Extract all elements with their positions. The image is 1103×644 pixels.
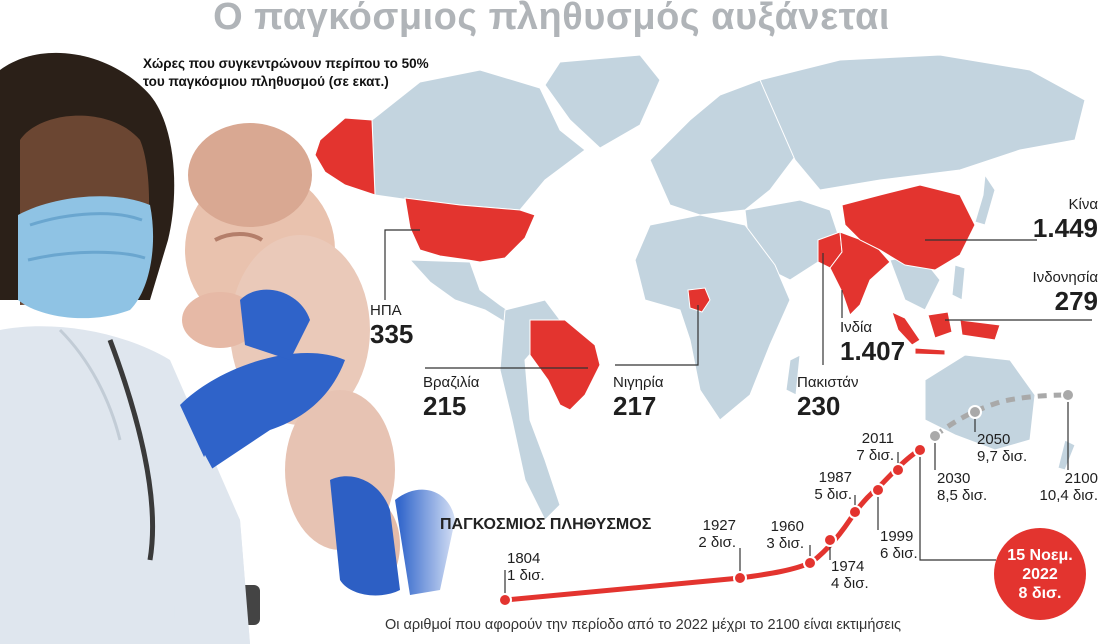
point-1999 — [871, 483, 885, 497]
point-1927 — [733, 571, 747, 585]
point-2022 — [913, 443, 927, 457]
africa-shape — [634, 214, 791, 421]
label-pakistan: Πακιστάν 230 — [797, 375, 858, 419]
country-value: 230 — [797, 391, 841, 421]
callout-nigeria — [615, 305, 699, 366]
milestone-pop: 1 δισ. — [507, 567, 545, 584]
point-1804 — [498, 593, 512, 607]
label-brazil: Βραζιλία 215 — [423, 375, 479, 419]
china-shape — [841, 184, 976, 271]
page-title: Ο παγκόσμιος πληθυσμός αυξάνεται — [213, 0, 890, 38]
milestone-1987: 1987 5 δισ. — [798, 469, 852, 503]
label-usa: ΗΠΑ 335 — [370, 303, 413, 347]
milestone-year: 2100 — [1064, 470, 1098, 487]
new-zealand-shape — [1057, 439, 1076, 471]
milestone-pop: 10,4 δισ. — [1039, 487, 1098, 504]
country-value: 215 — [423, 391, 467, 421]
usa-shape — [404, 197, 536, 263]
milestone-year: 1999 — [880, 528, 914, 545]
nigeria-shape — [687, 287, 711, 313]
indonesia-borneo-shape — [927, 311, 953, 339]
callout-usa — [384, 229, 420, 300]
indonesia-java-shape — [914, 347, 946, 356]
country-value: 217 — [613, 391, 657, 421]
label-china: Κίνα 1.449 — [980, 197, 1098, 241]
milestone-year: 2011 — [861, 430, 894, 447]
milestone-pop: 4 δισ. — [831, 575, 869, 592]
country-value: 279 — [1054, 286, 1098, 316]
country-value: 1.407 — [840, 336, 906, 366]
country-name: Ινδονησία — [1032, 269, 1098, 286]
point-2030 — [928, 429, 942, 443]
footnote: Οι αριθμοί που αφορούν την περίοδο από τ… — [385, 617, 902, 633]
point-1987 — [848, 505, 862, 519]
south-america-shape — [499, 299, 561, 521]
label-nigeria: Νιγηρία 217 — [613, 375, 664, 419]
canada-shape — [371, 69, 586, 211]
label-indonesia: Ινδονησία 279 — [980, 270, 1098, 314]
greenland-shape — [544, 54, 661, 149]
milestone-year: 2030 — [937, 470, 971, 487]
india-shape — [829, 231, 891, 316]
country-name: Πακιστάν — [797, 374, 859, 391]
photo-nurse-newborn — [0, 0, 470, 644]
map-subtitle: Χώρες που συγκεντρώνουν περίπου το 50% τ… — [143, 56, 429, 89]
today-date: 15 Νοεμ. — [1007, 546, 1073, 564]
point-1960 — [803, 556, 817, 570]
country-name: ΗΠΑ — [370, 302, 402, 319]
madagascar-shape — [785, 354, 801, 396]
milestone-pop: 7 δισ. — [856, 447, 894, 464]
today-year: 2022 — [1022, 565, 1058, 583]
today-pop: 8 δισ. — [1018, 584, 1062, 602]
milestone-1927: 1927 2 δισ. — [680, 517, 736, 551]
country-name: Κίνα — [1068, 196, 1098, 213]
indonesia-east-shape — [959, 319, 1001, 341]
country-name: Βραζιλία — [423, 374, 480, 391]
milestone-1960: 1960 3 δισ. — [752, 518, 804, 552]
point-2050 — [968, 405, 982, 419]
point-2011 — [891, 463, 905, 477]
point-1974 — [823, 533, 837, 547]
milestone-year: 1804 — [507, 550, 541, 567]
country-name: Νιγηρία — [613, 374, 664, 391]
milestone-2030: 2030 8,5 δισ. — [937, 470, 987, 504]
timeline-title: ΠΑΓΚΟΣΜΙΟΣ ΠΛΗΘΥΣΜΟΣ — [440, 516, 652, 533]
milestone-1804: 1804 1 δισ. — [507, 550, 545, 584]
milestone-year: 1927 — [702, 517, 736, 534]
milestone-year: 2050 — [977, 431, 1011, 448]
milestone-year: 1974 — [831, 558, 865, 575]
milestone-1999: 1999 6 δισ. — [880, 528, 918, 562]
country-value: 335 — [370, 319, 414, 349]
milestone-year: 1987 — [818, 469, 852, 486]
indonesia-sumatra-shape — [891, 311, 921, 346]
milestone-1974: 1974 4 δισ. — [831, 558, 869, 592]
country-name: Ινδία — [840, 319, 873, 336]
leader-today — [919, 450, 996, 561]
milestone-2011: 2011 7 δισ. — [840, 430, 894, 464]
milestone-pop: 2 δισ. — [698, 534, 736, 551]
country-value: 1.449 — [1032, 213, 1098, 243]
label-india: Ινδία 1.407 — [840, 320, 905, 364]
milestone-pop: 8,5 δισ. — [937, 487, 988, 504]
projection-curve — [933, 392, 1069, 438]
milestone-2100: 2100 10,4 δισ. — [1010, 470, 1098, 504]
milestone-pop: 3 δισ. — [766, 535, 804, 552]
milestone-pop: 5 δισ. — [814, 486, 852, 503]
milestone-2050: 2050 9,7 δισ. — [977, 431, 1027, 465]
milestone-pop: 9,7 δισ. — [977, 448, 1028, 465]
alaska-shape — [314, 117, 376, 196]
milestone-year: 1960 — [770, 518, 804, 535]
milestone-pop: 6 δισ. — [880, 545, 918, 562]
japan-shape — [974, 173, 996, 226]
russia-shape — [759, 54, 1086, 191]
point-2100 — [1061, 388, 1075, 402]
today-badge: 15 Νοεμ. 2022 8 δισ. — [994, 528, 1086, 620]
philippines-shape — [951, 264, 966, 301]
